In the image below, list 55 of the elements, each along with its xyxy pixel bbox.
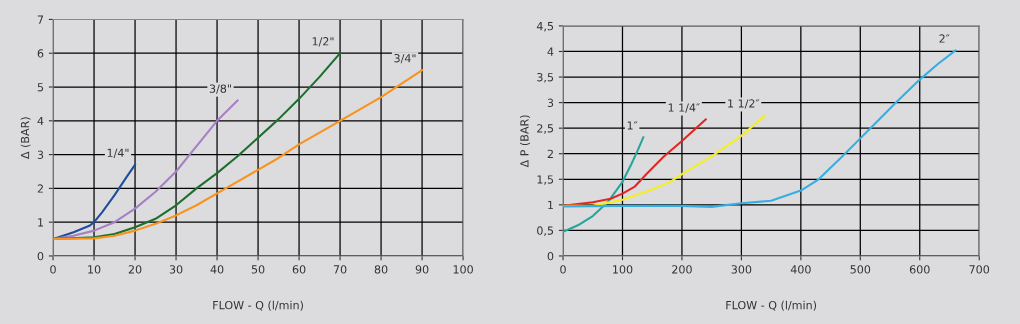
y-tick-label: 4,5 <box>536 22 554 32</box>
x-tick-label: 0 <box>560 265 566 274</box>
x-axis-title: FLOW - Q (l/min) <box>213 300 303 311</box>
y-tick-label: 3,5 <box>537 73 554 83</box>
line-series <box>53 163 137 241</box>
x-tick-label: 60 <box>292 265 306 274</box>
y-tick-label: 1 <box>548 200 553 210</box>
line-series <box>563 136 645 233</box>
x-tick-label: 20 <box>128 265 142 274</box>
series-label: 2″ <box>939 34 950 43</box>
y-tick-label: 3 <box>37 150 44 159</box>
x-tick-label: 50 <box>251 265 265 274</box>
x-tick-label: 30 <box>169 265 183 274</box>
x-tick-label: 0 <box>50 265 56 274</box>
y-tick-label: 3 <box>547 98 554 107</box>
x-tick-label: 40 <box>210 265 224 274</box>
y-tick-label: 6 <box>37 49 44 58</box>
y-axis-title: Δ (BAR) <box>20 117 31 159</box>
series-label: 3/4" <box>394 54 416 64</box>
series-label: 1 1/2″ <box>728 99 760 109</box>
y-tick-label: 4 <box>37 116 44 126</box>
x-tick-label: 80 <box>374 265 388 274</box>
x-tick-label: 400 <box>790 265 811 274</box>
y-tick-label: 1 <box>38 218 43 227</box>
series-label: 1″ <box>627 121 638 130</box>
x-tick-label: 100 <box>453 265 473 274</box>
y-tick-label: 0,5 <box>537 226 554 236</box>
series-label: 1/4" <box>107 148 129 158</box>
x-tick-label: 500 <box>850 265 871 274</box>
y-tick-label: 1,5 <box>537 175 554 185</box>
y-tick-label: 2 <box>37 184 43 193</box>
x-tick-label: 90 <box>415 265 429 274</box>
y-tick-label: 4 <box>547 47 554 56</box>
x-tick-label: 700 <box>969 265 990 274</box>
y-tick-label: 0 <box>547 251 554 261</box>
line-series <box>53 69 424 241</box>
y-tick-label: 2,5 <box>537 124 554 134</box>
line-series <box>563 118 707 207</box>
series-label: 1/2" <box>312 37 334 47</box>
x-tick-label: 600 <box>909 265 930 274</box>
y-tick-label: 7 <box>37 15 44 24</box>
x-tick-label: 100 <box>613 265 633 274</box>
x-tick-label: 200 <box>672 265 692 274</box>
line-series <box>53 99 239 241</box>
y-axis-title: Δ P (BAR) <box>520 115 530 168</box>
series-label: 3/8" <box>209 84 231 94</box>
x-tick-label: 300 <box>731 265 752 274</box>
y-tick-label: 2 <box>547 149 553 158</box>
x-tick-label: 10 <box>88 265 101 274</box>
series-label: 1 1/4″ <box>668 103 700 113</box>
x-axis-title: FLOW - Q (l/min) <box>726 300 817 311</box>
y-tick-label: 0 <box>37 251 44 261</box>
line-series <box>563 49 957 208</box>
y-tick-label: 5 <box>37 83 44 92</box>
x-tick-label: 70 <box>333 265 347 274</box>
